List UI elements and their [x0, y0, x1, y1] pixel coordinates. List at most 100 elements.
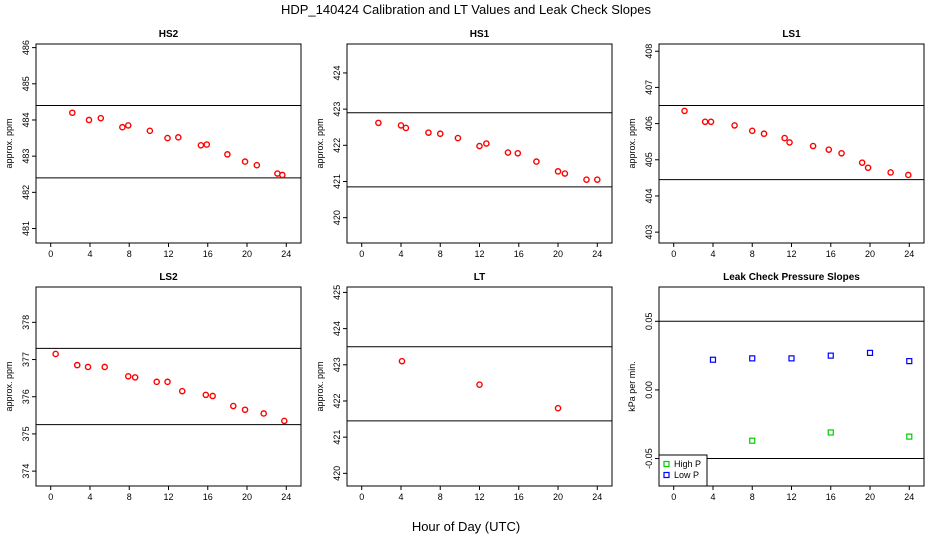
data-point [583, 176, 590, 183]
data-point [827, 429, 834, 436]
data-point [209, 392, 216, 400]
data-point [203, 141, 211, 148]
y-tick-label: 484 [21, 112, 31, 127]
data-point [197, 142, 205, 149]
x-tick-label: 24 [281, 249, 291, 259]
y-tick-label: 423 [332, 357, 342, 372]
data-point [701, 118, 709, 126]
legend-label: Low P [674, 470, 699, 480]
data-point [781, 134, 788, 142]
data-point [153, 378, 161, 386]
y-tick-label: 421 [332, 174, 342, 189]
data-point [164, 378, 171, 386]
data-point [454, 134, 462, 142]
x-tick-label: 8 [127, 492, 132, 502]
data-point [375, 119, 382, 127]
data-point [483, 140, 490, 147]
x-tick-label: 16 [203, 492, 213, 502]
panel-title: HS2 [159, 29, 179, 40]
legend-marker [663, 460, 670, 468]
data-point [146, 127, 154, 135]
data-point [436, 130, 444, 138]
data-point [124, 372, 132, 380]
x-tick-label: 12 [474, 249, 484, 259]
x-tick-label: 8 [438, 492, 443, 502]
data-point [561, 170, 569, 177]
legend-label: High P [674, 459, 701, 469]
data-point [425, 129, 432, 136]
y-axis-label: approx. ppm [315, 118, 325, 168]
x-tick-label: 12 [474, 492, 484, 502]
y-tick-label: 483 [21, 149, 31, 164]
data-point [504, 149, 512, 156]
data-point [906, 433, 913, 440]
data-point [760, 130, 768, 138]
x-tick-label: 4 [398, 249, 403, 259]
y-tick-label: 404 [644, 188, 654, 203]
data-point [681, 107, 688, 115]
y-axis-label: approx. ppm [4, 118, 14, 168]
data-point [887, 169, 894, 176]
y-tick-label: 374 [21, 464, 31, 479]
y-tick-label: 407 [644, 80, 654, 95]
y-tick-label: 376 [21, 389, 31, 404]
data-point [906, 358, 913, 365]
data-point [85, 116, 93, 124]
data-point [178, 387, 186, 395]
data-point [749, 355, 756, 362]
x-tick-label: 16 [514, 492, 524, 502]
plot-frame [346, 286, 613, 487]
data-point [224, 151, 231, 158]
data-point [131, 374, 139, 381]
x-tick-label: 20 [242, 492, 252, 502]
data-point [554, 404, 562, 412]
x-tick-label: 20 [865, 492, 875, 502]
x-tick-label: 20 [553, 249, 563, 259]
x-tick-label: 0 [671, 492, 676, 502]
x-tick-label: 24 [904, 492, 914, 502]
legend-marker [663, 471, 670, 479]
x-tick-label: 8 [438, 249, 443, 259]
x-tick-label: 12 [786, 249, 796, 259]
panel-title: HS1 [470, 29, 490, 40]
x-tick-label: 8 [750, 249, 755, 259]
data-point [786, 139, 793, 146]
x-tick-label: 8 [127, 249, 132, 259]
data-point [241, 406, 249, 414]
data-point [476, 142, 483, 150]
x-tick-label: 16 [826, 492, 836, 502]
panel-title: LT [474, 272, 485, 283]
data-point [788, 355, 795, 362]
x-tick-label: 24 [592, 492, 602, 502]
x-tick-label: 12 [163, 249, 173, 259]
y-tick-label: 405 [644, 152, 654, 167]
x-tick-label: 20 [242, 249, 252, 259]
data-point [97, 114, 105, 122]
x-tick-label: 16 [826, 249, 836, 259]
x-tick-label: 24 [281, 492, 291, 502]
y-tick-label: 425 [332, 285, 342, 300]
data-point [164, 134, 171, 142]
data-point [279, 171, 286, 179]
y-tick-label: 424 [332, 321, 342, 336]
data-point [202, 391, 210, 399]
y-tick-label: -0.05 [644, 448, 654, 469]
data-point [476, 381, 483, 388]
x-tick-label: 4 [710, 492, 715, 502]
data-point [709, 356, 717, 363]
y-tick-label: 422 [332, 138, 342, 153]
data-point [402, 124, 410, 132]
panel-hs1: HS1 0 4 8 12 16 20 24 420 421 422 423 424 approx. ppm [315, 29, 613, 259]
panel-title: Leak Check Pressure Slopes [723, 272, 860, 283]
y-tick-label: 408 [644, 44, 654, 59]
data-point [838, 149, 845, 157]
data-point [175, 134, 182, 141]
y-axis-label: approx. ppm [627, 118, 637, 168]
y-tick-label: 406 [644, 116, 654, 131]
data-point [241, 158, 249, 165]
y-tick-label: 378 [21, 315, 31, 330]
data-point [73, 361, 81, 369]
data-point [84, 363, 92, 371]
